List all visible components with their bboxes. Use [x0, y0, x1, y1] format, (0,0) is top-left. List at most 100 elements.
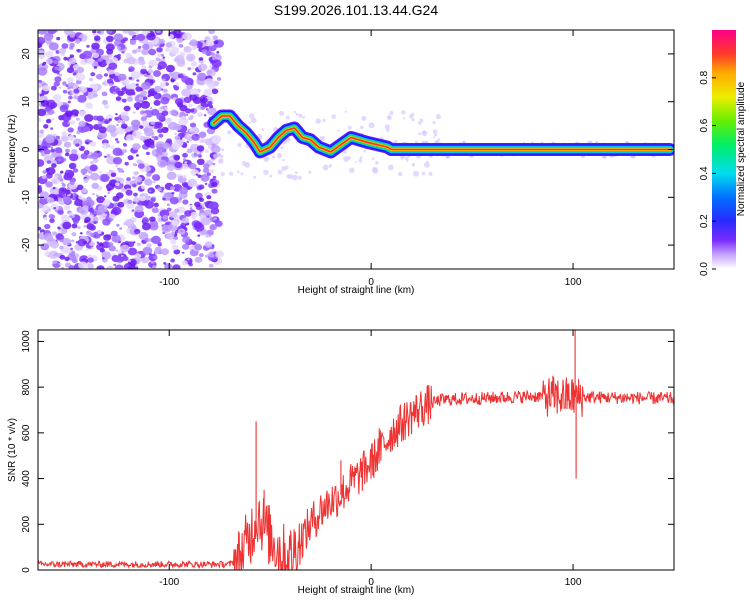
noise-speck — [116, 124, 119, 126]
noise-speck — [263, 169, 269, 176]
noise-speck — [88, 224, 96, 231]
noise-speck — [52, 186, 56, 190]
noise-speck — [86, 196, 92, 201]
noise-speck — [132, 130, 142, 139]
noise-speck — [38, 144, 43, 152]
noise-speck — [199, 209, 205, 213]
noise-speck — [108, 62, 118, 70]
noise-speck — [62, 89, 68, 94]
noise-speck — [51, 85, 57, 91]
noise-speck — [117, 53, 121, 57]
noise-speck — [253, 175, 257, 179]
x-tick-label: -100 — [159, 277, 179, 288]
noise-speck — [308, 170, 312, 174]
noise-speck — [106, 35, 114, 42]
noise-speck — [96, 115, 104, 122]
noise-speck — [90, 214, 94, 218]
noise-speck — [43, 154, 54, 163]
noise-speck — [108, 242, 114, 247]
noise-speck — [196, 145, 205, 152]
noise-speck — [145, 151, 150, 156]
noise-speck — [190, 88, 198, 95]
noise-speck — [173, 85, 179, 91]
snr-frame — [37, 329, 675, 571]
noise-speck — [102, 218, 111, 226]
noise-speck — [212, 35, 219, 40]
noise-speck — [54, 66, 59, 71]
noise-speck — [164, 106, 168, 110]
noise-speck — [138, 145, 141, 148]
noise-speck — [148, 189, 152, 193]
noise-speck — [103, 234, 112, 241]
colorbar-tick-label: 0.4 — [699, 166, 710, 180]
noise-speck — [141, 81, 151, 90]
noise-speck — [85, 248, 90, 251]
noise-speck — [62, 238, 72, 246]
noise-speck — [76, 66, 85, 74]
noise-speck — [90, 152, 99, 160]
noise-speck — [131, 119, 141, 128]
noise-speck — [134, 209, 145, 219]
noise-speck — [136, 33, 146, 42]
noise-speck — [198, 137, 206, 144]
noise-speck — [387, 115, 392, 121]
noise-speck — [157, 214, 161, 217]
noise-speck — [67, 100, 71, 104]
noise-speck — [63, 204, 71, 210]
noise-speck — [196, 72, 207, 82]
noise-speck — [39, 191, 49, 200]
noise-speck — [162, 142, 171, 150]
noise-speck — [116, 192, 124, 199]
noise-speck — [155, 154, 159, 157]
noise-speck — [319, 135, 325, 141]
noise-speck — [401, 110, 406, 115]
noise-speck — [110, 230, 118, 237]
noise-speck — [75, 73, 86, 81]
noise-speck — [294, 171, 298, 175]
noise-speck — [152, 265, 157, 269]
noise-speck — [116, 46, 122, 50]
noise-speck — [171, 191, 175, 195]
noise-speck — [107, 69, 115, 75]
noise-speck — [121, 114, 128, 121]
noise-speck — [142, 100, 148, 105]
noise-speck — [192, 245, 195, 248]
noise-speck — [122, 149, 127, 153]
noise-speck — [403, 117, 406, 120]
noise-speck — [111, 234, 121, 243]
noise-speck — [277, 153, 283, 159]
noise-speck — [130, 137, 134, 141]
noise-speck — [147, 69, 154, 74]
noise-speck — [60, 170, 64, 174]
noise-speck — [67, 127, 74, 133]
noise-speck — [162, 78, 166, 82]
noise-speck — [38, 108, 47, 117]
noise-speck — [90, 172, 100, 181]
noise-speck — [97, 204, 108, 213]
noise-speck — [160, 248, 169, 256]
noise-speck — [154, 121, 163, 129]
noise-speck — [78, 120, 86, 127]
noise-speck — [75, 143, 80, 147]
noise-speck — [170, 258, 176, 263]
noise-speck — [154, 85, 162, 93]
noise-speck — [160, 53, 164, 57]
noise-speck — [69, 54, 75, 59]
noise-speck — [42, 170, 47, 174]
noise-speck — [42, 61, 47, 65]
noise-speck — [84, 114, 94, 122]
noise-speck — [83, 225, 87, 228]
noise-speck — [237, 142, 242, 148]
noise-speck — [93, 158, 99, 163]
noise-speck — [175, 82, 179, 86]
noise-speck — [123, 79, 130, 85]
noise-speck — [115, 249, 119, 252]
noise-speck — [89, 241, 95, 247]
noise-speck — [211, 181, 218, 188]
noise-speck — [282, 158, 285, 162]
noise-speck — [91, 182, 99, 190]
noise-speck — [174, 135, 181, 141]
noise-speck — [221, 148, 224, 152]
noise-speck — [120, 123, 128, 129]
